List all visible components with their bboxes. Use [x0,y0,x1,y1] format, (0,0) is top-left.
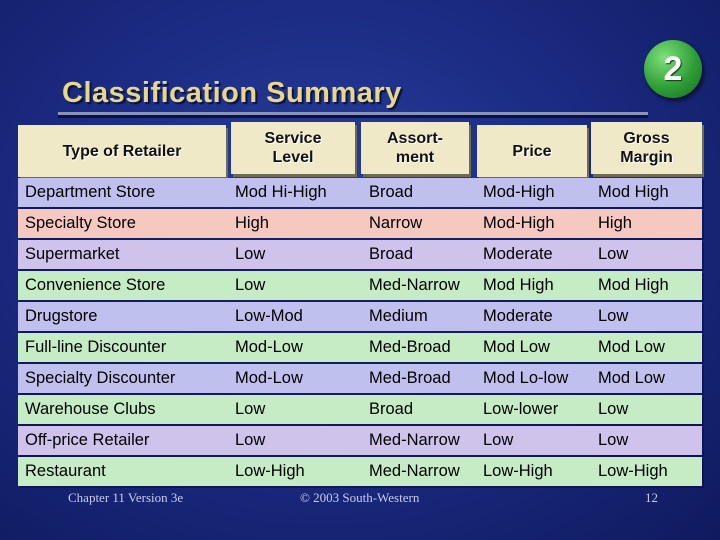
cell-gross-margin: Mod Low [598,338,665,356]
cell-retailer-type: Supermarket [25,245,120,263]
cell-retailer-type: Warehouse Clubs [25,400,156,418]
cell-assortment: Broad [369,400,414,418]
cell-price: Moderate [483,245,553,263]
cell-price: Mod High [483,276,554,294]
footer-page-number: 12 [645,490,658,505]
cell-gross-margin: Mod Low [598,369,665,387]
cell-retailer-type: Full-line Discounter [25,338,167,356]
cell-price: Low-lower [483,400,559,418]
cell-gross-margin: Low [598,245,629,263]
cell-assortment: Broad [369,245,414,263]
cell-service-level: Low [235,276,266,294]
cell-assortment: Med-Broad [369,369,451,387]
cell-gross-margin: Low-High [598,462,668,480]
cell-assortment: Med-Narrow [369,462,460,480]
cell-price: Mod Lo-low [483,369,569,387]
cell-service-level: Mod-Low [235,369,303,387]
cell-gross-margin: Low [598,400,629,418]
cell-price: Mod Low [483,338,550,356]
cell-retailer-type: Off-price Retailer [25,431,150,449]
cell-gross-margin: Low [598,307,629,325]
cell-assortment: Med-Narrow [369,431,460,449]
table-row: Drugstore Low-Mod Medium Moderate Low [18,302,702,331]
cell-service-level: Mod-Low [235,338,303,356]
cell-retailer-type: Convenience Store [25,276,166,294]
cell-price: Mod-High [483,214,555,232]
header-price: Price [477,125,587,177]
cell-service-level: Mod Hi-High [235,183,327,201]
table-row: Restaurant Low-High Med-Narrow Low-High Low-… [18,457,702,486]
cell-gross-margin: Mod High [598,183,669,201]
header-assortment: Assort- ment [361,122,469,174]
cell-assortment: Broad [369,183,414,201]
cell-retailer-type: Specialty Store [25,214,136,232]
cell-retailer-type: Department Store [25,183,156,201]
cell-price: Mod-High [483,183,555,201]
cell-price: Moderate [483,307,553,325]
cell-service-level: Low [235,431,266,449]
cell-price: Low [483,431,514,449]
cell-price: Low-High [483,462,553,480]
cell-service-level: Low-Mod [235,307,303,325]
slide-title: Classification Summary [62,77,402,109]
table-row: Specialty Discounter Mod-Low Med-Broad Mod … [18,364,702,393]
header-type-of-retailer: Type of Retailer [18,125,226,177]
header-service-level: Service Level [231,122,355,174]
cell-retailer-type: Specialty Discounter [25,369,176,387]
cell-gross-margin: Low [598,431,629,449]
table-row: Convenience Store Low Med-Narrow Mod High Mo… [18,271,702,300]
cell-service-level: Low-High [235,462,305,480]
slide-number-badge: 2 [644,40,702,98]
cell-assortment: Med-Narrow [369,276,460,294]
header-gross-margin: Gross Margin [591,122,702,174]
footer-copyright: © 2003 South-Western [300,490,420,505]
cell-service-level: Low [235,400,266,418]
footer-chapter: Chapter 11 Version 3e [68,490,184,505]
cell-service-level: High [235,214,269,232]
cell-service-level: Low [235,245,266,263]
table-row: Full-line Discounter Mod-Low Med-Broad Mod … [18,333,702,362]
cell-retailer-type: Restaurant [25,462,106,480]
table-row: Warehouse Clubs Low Broad Low-lower Low [18,395,702,424]
cell-gross-margin: High [598,214,632,232]
table-row: Off-price Retailer Low Med-Narrow Low Low [18,426,702,455]
title-underline [58,78,648,115]
table-row: Supermarket Low Broad Moderate Low [18,240,702,269]
cell-retailer-type: Drugstore [25,307,98,325]
cell-assortment: Medium [369,307,428,325]
cell-assortment: Narrow [369,214,423,232]
cell-gross-margin: Mod High [598,276,669,294]
table-row: Specialty Store High Narrow Mod-High High [18,209,702,238]
cell-assortment: Med-Broad [369,338,451,356]
table-row: Department Store Mod Hi-High Broad Mod-High… [18,178,702,207]
